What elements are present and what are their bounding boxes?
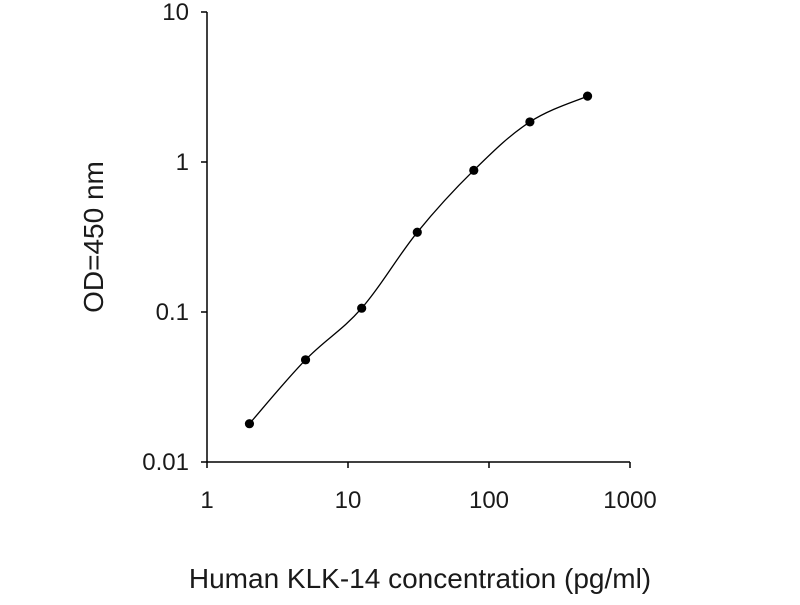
y-tick-label-1: 0.1: [156, 299, 189, 326]
x-axis-ticks: 1 10 100 1000: [200, 462, 657, 514]
axes: [206, 12, 630, 463]
data-point-6: [582, 91, 593, 101]
x-tick-label-1: 10: [335, 487, 362, 514]
x-axis-title: Human KLK-14 concentration (pg/ml): [189, 563, 651, 594]
y-tick-label-0: 0.01: [142, 449, 189, 476]
series-group: [244, 91, 593, 429]
x-tick-label-2: 100: [469, 487, 509, 514]
y-tick-label-3: 10: [162, 0, 189, 26]
data-point-5: [525, 117, 535, 127]
y-axis-title: OD=450 nm: [78, 161, 109, 313]
data-point-0: [244, 419, 255, 429]
data-point-3: [412, 227, 422, 237]
data-point-4: [469, 165, 479, 175]
y-tick-label-2: 1: [176, 149, 189, 176]
y-axis-ticks: 0.01 0.1 1 10: [142, 0, 207, 476]
x-tick-label-3: 1000: [603, 487, 656, 514]
series-line-0: [248, 95, 588, 425]
data-point-1: [300, 355, 311, 365]
x-tick-label-0: 1: [200, 487, 213, 514]
data-point-2: [357, 303, 367, 313]
